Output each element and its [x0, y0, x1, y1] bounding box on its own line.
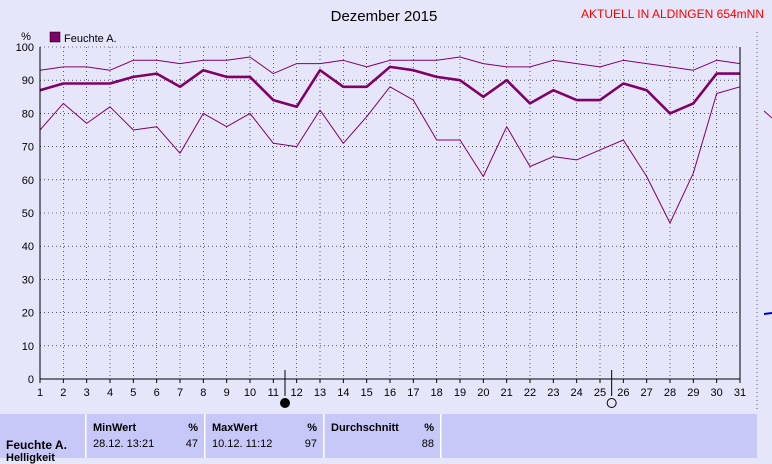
y-tick-label: 60 — [22, 175, 34, 187]
x-tick-label: 22 — [524, 387, 536, 399]
stats-min-cell: MinWert % 28.12. 13:21 47 — [87, 414, 205, 458]
right-panel-mark — [763, 312, 772, 315]
x-tick-label: 3 — [84, 387, 90, 399]
x-tick-label: 12 — [291, 387, 303, 399]
series-line-min — [39, 86, 741, 224]
y-tick-label: 40 — [22, 241, 34, 253]
x-tick-label: 20 — [477, 387, 489, 399]
x-tick-label: 19 — [454, 387, 466, 399]
x-tick-label: 27 — [641, 387, 653, 399]
stats-max-date: 10.12. — [212, 438, 243, 450]
stats-max-unit: % — [307, 422, 317, 434]
y-tick-label: 10 — [22, 341, 34, 353]
moon-markers — [280, 370, 617, 408]
stats-min-unit: % — [188, 422, 198, 434]
x-tick-label: 26 — [617, 387, 629, 399]
stats-panel: Feuchte A. Helligkeit MinWert % 28.12. 1… — [0, 414, 772, 464]
x-tick-label: 18 — [431, 387, 443, 399]
legend: Feuchte A. — [49, 31, 117, 45]
x-tick-label: 4 — [107, 387, 113, 399]
x-tick-label: 24 — [571, 387, 583, 399]
y-tick-label: 80 — [22, 108, 34, 120]
legend-label: Feuchte A. — [64, 33, 117, 45]
stats-max-when: 10.12. 11:12 — [212, 438, 272, 450]
x-tick-label: 23 — [547, 387, 559, 399]
stats-min-header: MinWert — [93, 422, 137, 434]
x-tick-label: 10 — [244, 387, 256, 399]
chart-title: Dezember 2015 — [331, 8, 438, 25]
series-line-mean — [39, 65, 740, 115]
x-tick-label: 11 — [268, 387, 279, 399]
stats-avg-cell: Durchschnitt % 88 — [325, 414, 441, 458]
stats-avg-header: Durchschnitt — [331, 422, 399, 434]
right-panel-line — [763, 110, 772, 119]
x-tick-label: 25 — [594, 387, 606, 399]
x-tick-label: 16 — [384, 387, 396, 399]
x-tick-label: 1 — [37, 387, 43, 399]
series-line-max — [39, 56, 741, 75]
new-moon-icon — [280, 398, 290, 408]
stats-empty-cell — [442, 414, 757, 458]
x-tick-label: 8 — [200, 387, 206, 399]
stats-max-time: 11:12 — [245, 438, 273, 450]
x-tick-label: 13 — [314, 387, 326, 399]
grid — [39, 46, 741, 383]
y-tick-label: 0 — [28, 374, 34, 386]
x-tick-label: 15 — [361, 387, 373, 399]
station-label: AKTUELL IN ALDINGEN 654mNN — [581, 7, 764, 21]
stats-min-time: 13:21 — [126, 438, 155, 450]
x-tick-label: 29 — [687, 387, 699, 399]
stats-max-value: 97 — [304, 438, 317, 450]
stats-min-value: 47 — [185, 438, 198, 450]
y-tick-label: 30 — [22, 274, 34, 286]
stats-avg-unit: % — [424, 422, 434, 434]
x-tick-label: 21 — [501, 387, 513, 399]
chart: Dezember 2015 AKTUELL IN ALDINGEN 654mNN… — [16, 7, 772, 410]
x-tick-label: 28 — [664, 387, 676, 399]
stats-second-label: Helligkeit — [6, 452, 55, 464]
stats-min-when: 28.12. 13:21 — [93, 438, 154, 450]
x-tick-labels: 1 2 3 4 5 6 7 8 9 10 11 12 13 14 15 16 17 18 19 20 21 22 23 24 2… — [37, 387, 746, 399]
x-tick-label: 31 — [734, 387, 746, 399]
y-tick-label: 50 — [22, 208, 34, 220]
y-tick-labels: 0 10 20 30 40 50 60 70 80 90 100 — [16, 42, 34, 386]
y-tick-label: 70 — [22, 142, 34, 154]
y-tick-label: 100 — [16, 42, 34, 54]
stats-min-date: 28.12. — [93, 438, 124, 450]
x-tick-label: 5 — [130, 387, 136, 399]
stats-max-header: MaxWert — [212, 422, 258, 434]
y-tick-label: 20 — [22, 308, 34, 320]
stats-series-cell: Feuchte A. Helligkeit — [0, 414, 86, 464]
x-tick-label: 30 — [711, 387, 723, 399]
x-tick-label: 7 — [177, 387, 183, 399]
x-tick-label: 9 — [224, 387, 230, 399]
legend-swatch — [49, 31, 61, 43]
full-moon-icon — [606, 398, 617, 408]
stats-series-name: Feuchte A. — [6, 438, 67, 452]
stats-max-cell: MaxWert % 10.12. 11:12 97 — [206, 414, 324, 458]
series-lines — [39, 56, 741, 224]
x-tick-label: 6 — [154, 387, 160, 399]
x-tick-label: 17 — [407, 387, 419, 399]
y-tick-label: 90 — [22, 75, 34, 87]
y-axis-unit: % — [21, 31, 31, 43]
x-tick-label: 2 — [60, 387, 66, 399]
stats-avg-value: 88 — [421, 438, 434, 450]
x-tick-label: 14 — [337, 387, 349, 399]
